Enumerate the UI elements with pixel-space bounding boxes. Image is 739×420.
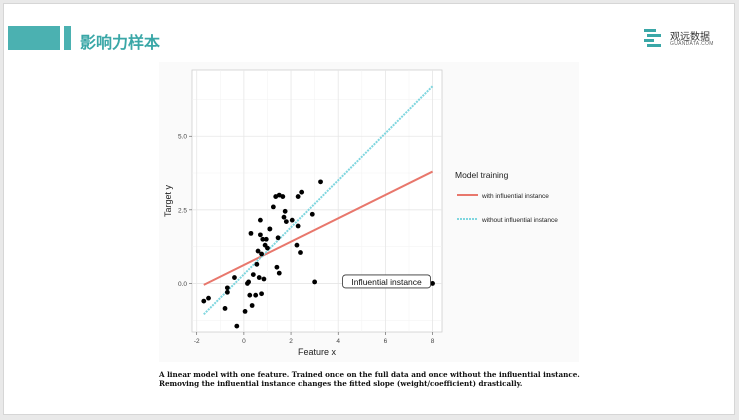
data-point	[274, 264, 280, 270]
data-point	[242, 308, 248, 314]
data-point	[298, 250, 303, 255]
data-point	[247, 292, 253, 298]
legend-label-with: with influential instance	[481, 193, 549, 200]
data-point	[201, 298, 207, 304]
annotation-box	[342, 274, 431, 289]
data-points	[201, 179, 435, 329]
y-tick-label: 2.5	[178, 207, 187, 214]
data-point	[234, 323, 240, 329]
data-point	[249, 303, 255, 308]
legend: Model training with influential instance…	[455, 170, 558, 224]
data-point	[259, 291, 264, 297]
data-point	[255, 248, 261, 254]
line-with-influential	[203, 170, 434, 286]
x-tick-label: 4	[336, 338, 340, 345]
x-tick-label: 6	[384, 338, 388, 345]
data-point	[318, 179, 323, 185]
annotation-group: Influential instance	[342, 274, 431, 289]
data-point	[206, 295, 211, 301]
data-point	[253, 292, 259, 298]
header-accent-stripe	[67, 26, 71, 50]
data-point	[312, 279, 318, 285]
legend-title: Model training	[455, 170, 509, 180]
data-point	[263, 236, 269, 242]
regression-lines	[203, 85, 434, 316]
data-point	[265, 245, 270, 251]
data-point	[267, 226, 273, 232]
x-axis-label: Feature x	[298, 347, 337, 357]
data-point	[224, 289, 230, 295]
data-point	[281, 214, 287, 220]
x-tick-label: 8	[431, 338, 435, 345]
data-point	[283, 219, 289, 225]
data-point	[259, 251, 264, 257]
annotation-label: Influential instance	[351, 277, 422, 287]
data-point	[246, 279, 252, 285]
data-point	[280, 194, 286, 199]
y-tick-label: 0.0	[178, 281, 187, 288]
data-point	[276, 270, 282, 276]
data-point	[248, 230, 254, 236]
data-point	[256, 275, 262, 280]
data-point	[270, 204, 276, 210]
header-accent-bar	[8, 26, 70, 50]
data-point	[275, 235, 281, 241]
y-tick-label: 5.0	[178, 134, 187, 141]
data-point	[299, 189, 305, 195]
data-point	[254, 261, 260, 267]
data-point	[250, 272, 256, 277]
x-axis-ticks: -2 0 2 4 6 8	[194, 332, 435, 345]
data-point	[295, 194, 301, 199]
logo-name: 观远数据	[670, 32, 710, 43]
x-tick-label: -2	[194, 338, 200, 345]
x-tick-label: 0	[242, 338, 246, 345]
figure-caption: A linear model with one feature. Trained…	[159, 370, 580, 388]
data-point	[261, 276, 267, 282]
y-axis-label: Target y	[163, 184, 173, 217]
data-point	[282, 208, 288, 214]
data-point	[232, 275, 237, 280]
chart-figure: -2 0 2 4 6 8 0.0 2.5 5.0 Influential instance F…	[159, 62, 579, 362]
y-axis-ticks: 0.0 2.5 5.0	[178, 134, 192, 288]
data-point	[295, 223, 301, 229]
data-point	[257, 217, 263, 223]
data-point	[309, 211, 315, 217]
data-point	[260, 236, 266, 242]
data-point	[294, 242, 300, 248]
brand-logo: 观远数据 GUANDATA.COM	[644, 28, 724, 50]
data-point	[257, 232, 263, 238]
header-accent-gap	[60, 26, 64, 50]
data-point	[289, 217, 295, 223]
data-point	[224, 285, 230, 291]
data-point	[430, 281, 435, 286]
x-tick-label: 2	[289, 338, 293, 345]
legend-label-without: without influential instance	[481, 217, 558, 224]
page-title: 影响力样本	[80, 33, 161, 52]
logo-icon	[644, 29, 661, 47]
data-point	[222, 306, 228, 311]
logo-subtitle: GUANDATA.COM	[670, 41, 714, 47]
